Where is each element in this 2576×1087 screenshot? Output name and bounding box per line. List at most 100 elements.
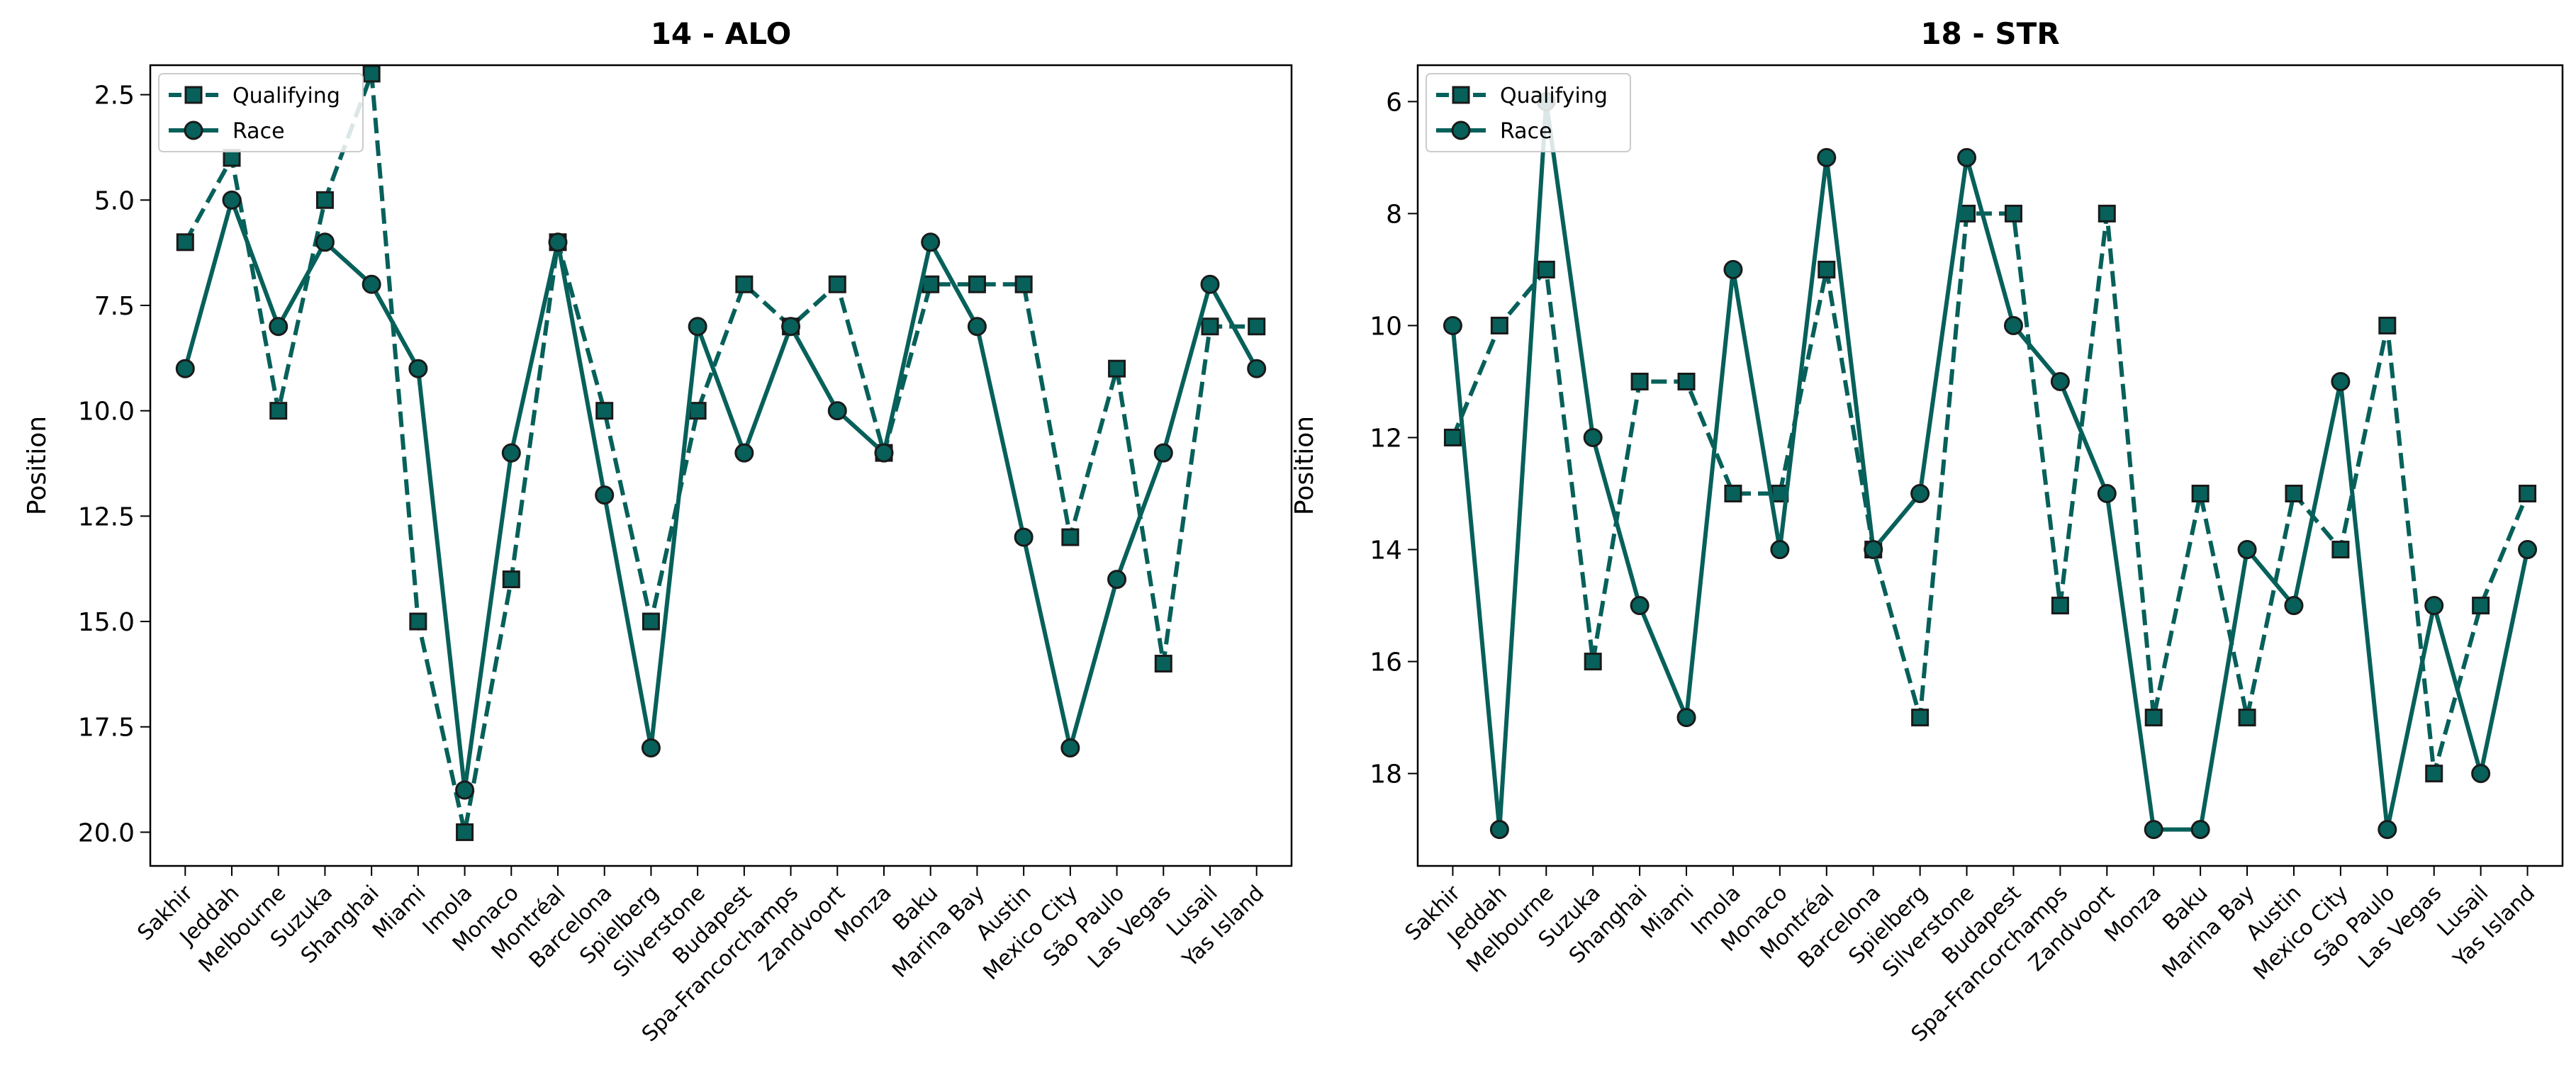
chart-panel-2: 18 - STRPosition681012141618SakhirJeddah… xyxy=(1290,16,2564,1047)
data-point-race xyxy=(1583,427,1603,447)
series-qualifying xyxy=(1443,204,2537,783)
legend-marker-circle xyxy=(184,120,203,140)
data-point-race xyxy=(1153,443,1173,463)
data-point-race xyxy=(921,232,941,252)
chart-title: 14 - ALO xyxy=(651,16,792,51)
y-tick-label: 2.5 xyxy=(94,81,135,111)
data-point-qualifying xyxy=(223,149,241,167)
x-tick-label: Miami xyxy=(1636,881,1699,944)
data-point-race xyxy=(2003,315,2023,335)
chart-panel-1: 14 - ALO Position 2.5 5.0 7.5 10.0 12.5 15.0 17.… xyxy=(23,16,1293,1047)
data-point-race xyxy=(1630,596,1650,616)
data-point-race xyxy=(2331,371,2351,391)
data-point-race xyxy=(1489,820,1509,840)
data-point-race xyxy=(2378,820,2397,840)
series-line-qualifying xyxy=(1450,211,2530,776)
legend-marker-square xyxy=(1452,86,1470,104)
data-point-qualifying xyxy=(2331,541,2350,559)
data-point-qualifying xyxy=(2285,485,2303,503)
y-tick-label: 18 xyxy=(1370,760,1402,789)
data-point-race xyxy=(874,443,894,463)
data-point-qualifying xyxy=(1724,485,1742,503)
data-point-race xyxy=(641,738,661,757)
data-point-qualifying xyxy=(1490,316,1508,334)
data-point-race xyxy=(1014,527,1034,547)
y-tick-label: 7.5 xyxy=(94,292,135,321)
data-point-qualifying xyxy=(2519,485,2537,503)
data-point-race xyxy=(269,317,289,337)
data-point-race xyxy=(408,359,428,378)
data-point-qualifying xyxy=(1201,317,1219,336)
y-axis-label: Position xyxy=(23,416,52,515)
data-point-qualifying xyxy=(1818,260,1836,278)
data-point-qualifying xyxy=(595,402,614,420)
data-point-qualifying xyxy=(1061,528,1080,546)
data-point-race xyxy=(688,317,707,337)
data-point-qualifying xyxy=(2238,709,2256,727)
plot-frame xyxy=(1416,64,2564,867)
data-point-race xyxy=(1957,147,1977,167)
legend: Qualifying Race xyxy=(1426,73,1631,152)
data-point-race xyxy=(1443,315,1462,335)
data-point-race xyxy=(2237,540,2257,560)
data-point-qualifying xyxy=(409,612,427,631)
x-tick-label: Miami xyxy=(368,881,431,944)
data-point-race xyxy=(1200,274,1220,294)
data-point-race xyxy=(2471,764,2491,784)
y-tick-label: 8 xyxy=(1386,200,1402,229)
data-point-race xyxy=(2097,484,2117,504)
data-point-race xyxy=(1817,147,1837,167)
y-tick-label: 16 xyxy=(1370,648,1402,677)
y-tick-label: 12.5 xyxy=(78,502,135,531)
data-point-race xyxy=(1864,540,1883,560)
data-point-qualifying xyxy=(688,402,707,420)
data-point-qualifying xyxy=(922,275,940,293)
data-point-race xyxy=(781,317,801,337)
y-tick-label: 15.0 xyxy=(78,608,135,637)
data-point-qualifying xyxy=(828,275,846,293)
data-point-qualifying xyxy=(1248,317,1266,336)
data-point-qualifying xyxy=(2144,709,2163,727)
data-point-race xyxy=(455,780,475,800)
series-qualifying xyxy=(176,64,1266,841)
data-point-race xyxy=(827,401,847,421)
data-point-qualifying xyxy=(1108,359,1126,378)
data-point-qualifying xyxy=(269,402,288,420)
data-point-race xyxy=(595,485,615,505)
data-point-qualifying xyxy=(1630,372,1649,390)
plot-frame xyxy=(149,64,1293,867)
data-point-qualifying xyxy=(1537,260,1555,278)
data-point-qualifying xyxy=(1014,275,1033,293)
data-point-race xyxy=(967,317,987,337)
y-tick-label: 20.0 xyxy=(78,818,135,847)
legend-label-qualifying: Qualifying xyxy=(233,84,340,108)
data-point-qualifying xyxy=(502,570,520,589)
data-point-race xyxy=(1247,359,1267,378)
y-tick-label: 14 xyxy=(1370,536,1402,565)
data-point-race xyxy=(734,443,754,463)
data-point-qualifying xyxy=(176,233,194,252)
data-point-qualifying xyxy=(362,64,381,83)
legend-label-race: Race xyxy=(233,119,285,144)
series-line-race xyxy=(183,198,1259,792)
y-tick-label: 5.0 xyxy=(94,186,135,215)
data-point-race xyxy=(2518,540,2538,560)
data-point-race xyxy=(222,190,242,210)
data-point-qualifying xyxy=(2098,204,2116,223)
series-line-qualifying xyxy=(183,71,1257,835)
data-point-qualifying xyxy=(1443,428,1462,446)
y-tick-label: 10 xyxy=(1370,312,1402,341)
legend-marker-circle xyxy=(1451,120,1471,140)
data-point-race xyxy=(2190,820,2210,840)
chart-title: 18 - STR xyxy=(1920,16,2059,51)
data-point-race xyxy=(1107,570,1127,590)
data-point-race xyxy=(2144,820,2163,840)
data-point-race xyxy=(1676,708,1696,728)
data-point-race xyxy=(175,359,195,378)
data-point-qualifying xyxy=(456,823,474,841)
data-point-qualifying xyxy=(1911,709,1930,727)
data-point-qualifying xyxy=(2004,204,2022,223)
data-point-qualifying xyxy=(315,191,334,209)
data-point-qualifying xyxy=(2191,485,2210,503)
